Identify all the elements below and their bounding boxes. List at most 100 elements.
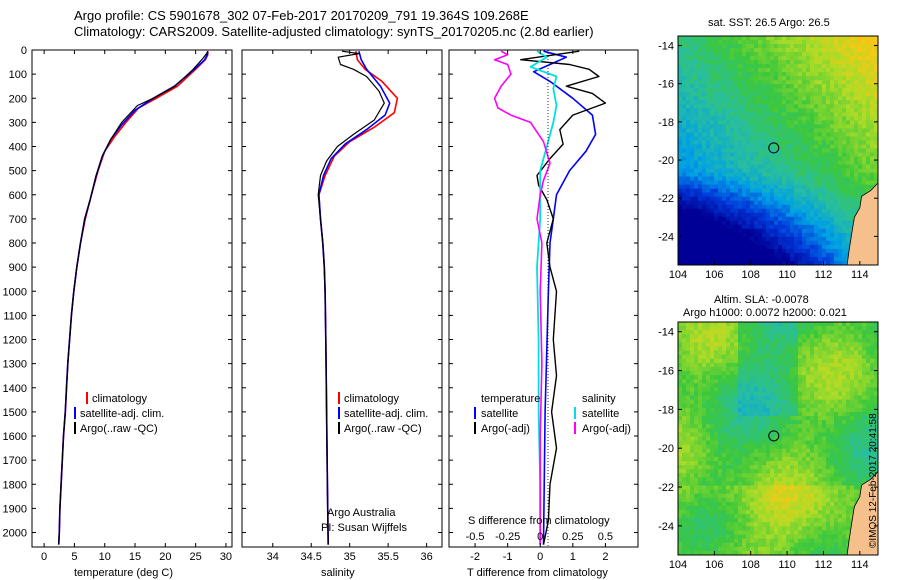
map-cell <box>794 387 799 393</box>
map-cell <box>746 448 751 454</box>
map-cell <box>866 128 871 134</box>
map-cell <box>798 362 803 368</box>
map-cell <box>766 92 771 97</box>
map-cell <box>762 64 767 69</box>
map-cell <box>686 456 691 462</box>
map-cell <box>690 152 695 158</box>
map-cell <box>686 330 691 335</box>
map-cell <box>850 172 855 178</box>
map-cell <box>782 100 787 105</box>
map-cell <box>782 56 787 61</box>
map-cell <box>730 144 735 150</box>
map-cell <box>850 334 855 339</box>
map-cell <box>838 144 843 150</box>
map-cell <box>710 84 715 89</box>
map-cell <box>858 403 863 409</box>
map-cell <box>710 383 715 389</box>
map-cell <box>730 371 735 376</box>
map-cell <box>774 383 779 389</box>
map-cell <box>758 399 763 405</box>
map-cell <box>722 216 727 222</box>
map-cell <box>830 244 835 250</box>
map-cell <box>754 366 759 372</box>
map-cell <box>770 407 775 413</box>
map-cell <box>806 112 811 117</box>
map-cell <box>734 64 739 69</box>
map-cell <box>870 330 875 335</box>
map-cell <box>774 136 779 142</box>
map-cell <box>774 244 779 250</box>
map-cell <box>842 444 847 450</box>
map-cell <box>694 371 699 376</box>
map-cell <box>694 334 699 339</box>
map-cell <box>746 56 751 61</box>
map-cell <box>862 338 867 344</box>
map-cell <box>690 216 695 222</box>
map-cell <box>826 342 831 348</box>
map-cell <box>754 136 759 142</box>
map-cell <box>842 88 847 93</box>
map-cell <box>738 224 743 230</box>
map-cell <box>726 362 731 368</box>
map-cell <box>842 148 847 154</box>
map-cell <box>678 428 683 433</box>
map-cell <box>734 152 739 158</box>
map-cell <box>798 436 803 442</box>
map-cell <box>778 164 783 170</box>
map-cell <box>782 354 787 360</box>
map-cell <box>866 391 871 397</box>
map-cell <box>854 473 859 478</box>
map-cell <box>810 212 815 218</box>
map-cell <box>742 144 747 150</box>
map-cell <box>714 452 719 458</box>
map-cell <box>726 128 731 134</box>
map-cell <box>682 188 687 194</box>
map-cell <box>826 420 831 425</box>
map-cell <box>838 192 843 198</box>
map-cell <box>698 244 703 250</box>
map-cell <box>778 371 783 376</box>
map-cell <box>798 420 803 425</box>
map-cell <box>690 371 695 376</box>
map-cell <box>802 232 807 238</box>
map-cell <box>874 144 878 150</box>
map-cell <box>806 176 811 182</box>
map-cell <box>682 366 687 372</box>
map-cell <box>822 350 827 356</box>
map-cell <box>730 140 735 146</box>
map-cell <box>730 60 735 65</box>
map-cell <box>754 184 759 190</box>
map-cell <box>762 52 767 57</box>
map-cell <box>698 256 703 262</box>
map-cell <box>830 252 835 258</box>
map-cell <box>854 196 859 202</box>
map-cell <box>702 136 707 142</box>
map-cell <box>806 216 811 222</box>
map-cell <box>866 342 871 348</box>
map-cell <box>858 184 863 190</box>
map-cell <box>726 168 731 174</box>
map-cell <box>742 104 747 109</box>
map-cell <box>706 465 711 470</box>
map-cell <box>834 334 839 339</box>
map-cell <box>762 444 767 450</box>
map-cell <box>726 156 731 162</box>
map-cell <box>782 72 787 77</box>
map-cell <box>694 200 699 206</box>
map-cell <box>842 68 847 73</box>
map-cell <box>794 172 799 178</box>
map-cell <box>758 108 763 113</box>
map-cell <box>826 68 831 73</box>
map-cell <box>774 168 779 174</box>
map-cell <box>798 371 803 376</box>
map-cell <box>686 36 691 41</box>
map-cell <box>762 354 767 360</box>
map-cell <box>678 256 683 262</box>
map-cell <box>846 448 851 454</box>
map-cell <box>718 465 723 470</box>
map-cell <box>870 168 875 174</box>
map-cell <box>722 391 727 397</box>
map-cell <box>870 436 875 442</box>
map-cell <box>774 220 779 226</box>
map-cell <box>834 56 839 61</box>
